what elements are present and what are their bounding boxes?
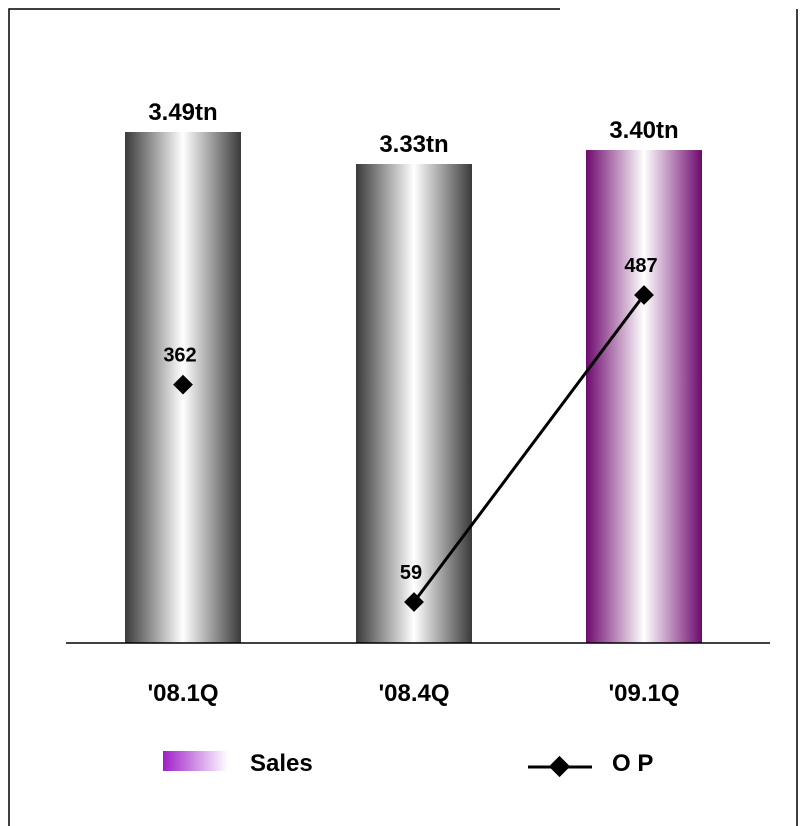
labels-layer: 3.49tn 3.33tn 3.40tn '08.1Q '08.4Q '09.1Q 362 5… xyxy=(147,99,679,707)
op-marker-2 xyxy=(634,285,654,305)
legend-sales-swatch xyxy=(163,751,228,771)
chart-border xyxy=(8,8,798,826)
op-value-label: 487 xyxy=(624,255,657,277)
op-line xyxy=(412,294,646,603)
x-tick-label: '08.4Q xyxy=(378,680,449,707)
legend-op-label: O P xyxy=(612,750,653,777)
op-value-label: 59 xyxy=(400,562,422,584)
legend-sales-label: Sales xyxy=(250,750,313,777)
bar-value-label: 3.33tn xyxy=(379,131,448,158)
op-line-layer xyxy=(173,285,654,612)
op-value-label: 362 xyxy=(163,345,196,367)
op-marker-0 xyxy=(173,374,193,395)
legend-op-marker xyxy=(548,755,571,778)
bar-value-label: 3.40tn xyxy=(609,117,678,144)
bar-sales-1 xyxy=(356,164,472,643)
op-marker-1 xyxy=(404,592,424,612)
legend: Sales O P xyxy=(163,750,653,778)
x-tick-label: '09.1Q xyxy=(608,680,679,707)
x-tick-label: '08.1Q xyxy=(147,680,218,707)
bar-sales-2 xyxy=(586,150,702,643)
bar-value-label: 3.49tn xyxy=(148,99,217,126)
bars-layer xyxy=(125,132,702,643)
